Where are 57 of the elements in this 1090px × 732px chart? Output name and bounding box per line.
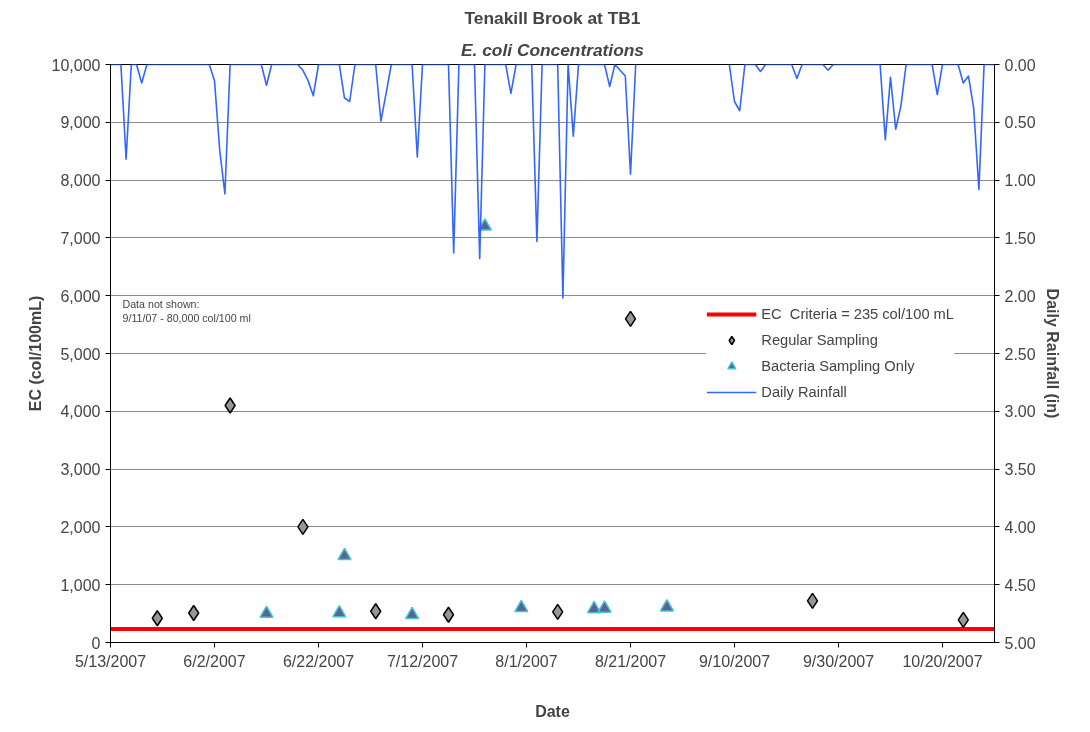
x-axis-title: Date (535, 702, 570, 720)
point (514, 599, 529, 613)
point (224, 397, 236, 414)
annotation: Data not shown: 9/11/07 - 80,000 col/100 ml (122, 297, 251, 324)
y2-tick-label: 4.50 (1004, 576, 1036, 594)
point (597, 600, 612, 613)
y-tick-label: 7,000 (60, 229, 101, 247)
legend-label: Regular Sampling (761, 332, 878, 348)
legend-label: EC Criteria = 235 col/100 mL (761, 306, 954, 322)
y2-tick-label: 1.00 (1004, 172, 1036, 190)
y-tick-label: 5,000 (60, 345, 101, 363)
x-tick-label: 6/22/2007 (282, 652, 355, 670)
point (332, 604, 347, 618)
legend-label: Daily Rainfall (761, 384, 847, 400)
y-tick-label: 4,000 (60, 403, 101, 421)
point (551, 603, 564, 621)
y2-axis-title: Daily Rainfall (in) (1043, 288, 1061, 419)
y-tick-label: 1,000 (60, 576, 101, 594)
point (151, 609, 164, 627)
chart-subtitle: E. coli Concentrations (461, 39, 645, 60)
x-tick-label: 7/12/2007 (386, 652, 459, 670)
chart-title: Tenakill Brook at TB1 (464, 7, 641, 28)
point (404, 606, 420, 620)
point (806, 592, 819, 610)
y2-tick-label: 3.00 (1004, 403, 1036, 421)
y-tick-label: 3,000 (60, 461, 101, 479)
x-tick-label: 5/13/2007 (74, 652, 147, 670)
y-tick-label: 9,000 (60, 114, 101, 132)
point (442, 606, 455, 624)
y-tick-label: 2,000 (60, 518, 101, 536)
x-tick-label: 9/30/2007 (802, 652, 875, 670)
x-tick-label: 8/21/2007 (594, 652, 667, 670)
y2-tick-label: 0.50 (1004, 114, 1036, 132)
y-tick-label: 10,000 (51, 56, 101, 74)
point (187, 604, 200, 622)
point (659, 598, 675, 612)
point (957, 611, 970, 629)
point (337, 547, 352, 561)
y2-tick-label: 2.00 (1004, 287, 1036, 305)
y-tick-label: 0 (91, 634, 101, 652)
y2-tick-label: 0.00 (1004, 56, 1036, 74)
y2-tick-label: 4.00 (1004, 518, 1036, 536)
y2-tick-label: 2.50 (1004, 345, 1036, 363)
x-tick-label: 8/1/2007 (495, 652, 558, 670)
x-tick-label: 10/20/2007 (902, 652, 983, 670)
x-tick-label: 6/2/2007 (183, 652, 246, 670)
point (624, 310, 637, 328)
point (369, 603, 382, 620)
y2-tick-label: 1.50 (1004, 229, 1036, 247)
x-tick-label: 9/10/2007 (698, 652, 771, 670)
y-tick-label: 8,000 (60, 172, 101, 190)
legend-label: Bacteria Sampling Only (761, 358, 915, 374)
y-axis-title: EC (col/100mL) (26, 295, 44, 412)
point (259, 605, 274, 619)
y2-tick-label: 3.50 (1004, 461, 1036, 479)
y-tick-label: 6,000 (60, 287, 101, 305)
y2-tick-label: 5.00 (1004, 634, 1036, 652)
